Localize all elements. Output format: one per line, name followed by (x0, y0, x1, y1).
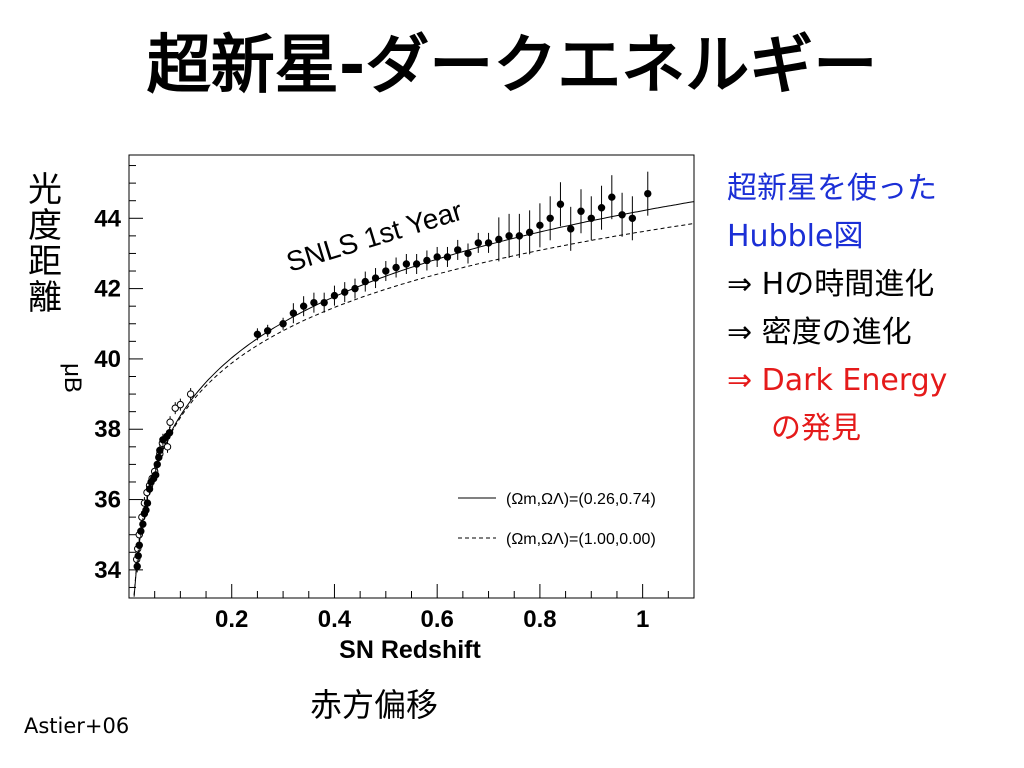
ylabel-char: 光 (28, 170, 62, 210)
data-point-filled (536, 221, 544, 230)
data-point-filled (135, 541, 143, 549)
ylabel-char: 度 (28, 206, 62, 246)
data-point-filled (289, 309, 298, 317)
data-point-filled (587, 214, 595, 222)
data-point-filled (556, 200, 565, 208)
data-point-open (186, 390, 195, 398)
data-point-filled (577, 207, 585, 215)
data-point-filled (474, 239, 482, 247)
y-axis-title: μB (60, 363, 86, 393)
data-point-filled (392, 263, 400, 272)
x-tick-label: 0.4 (318, 606, 352, 633)
legend-label: (Ωm,ΩΛ)=(1.00,0.00) (506, 531, 656, 548)
x-tick-label: 1 (636, 606, 649, 633)
y-tick-label: 34 (94, 557, 121, 584)
data-point-filled (597, 204, 606, 212)
data-point-filled (341, 288, 349, 296)
note-line: ⇒ 密度の進化 (727, 315, 912, 350)
y-tick-label: 42 (94, 276, 121, 303)
data-point-filled (133, 562, 141, 571)
data-point-filled (484, 239, 493, 247)
note-line: の発見 (771, 411, 861, 446)
data-point-open (163, 443, 172, 451)
data-point-filled (618, 211, 626, 219)
x-tick-label: 0.2 (215, 606, 248, 633)
ylabel-char: 距 (28, 242, 62, 282)
data-point-filled (165, 429, 174, 437)
chart-title: SNLS 1st Year (283, 195, 466, 278)
data-point-filled (505, 232, 513, 240)
data-point-filled (608, 193, 616, 201)
note-line: ⇒ Hの時間進化 (727, 267, 935, 302)
legend-label: (Ωm,ΩΛ)=(0.26,0.74) (506, 491, 656, 508)
data-point-filled (382, 267, 390, 275)
data-point-filled (443, 253, 452, 261)
data-point-filled (330, 291, 339, 300)
data-point-open (171, 404, 179, 412)
y-axis-label-japanese: 光 度 距 離 (28, 172, 62, 316)
data-point-filled (371, 274, 380, 282)
slide-title: 超新星-ダークエネルギー (146, 29, 878, 103)
legend: (Ωm,ΩΛ)=(0.26,0.74) (Ωm,ΩΛ)=(1.00,0.00) (458, 491, 656, 548)
data-point-filled (279, 320, 287, 328)
note-line: ⇒ Dark Energy (727, 363, 948, 398)
y-tick-label: 36 (94, 487, 121, 514)
data-point-filled (412, 260, 421, 268)
data-point-filled (351, 284, 359, 293)
data-point-open (176, 400, 185, 409)
data-point-filled (152, 471, 160, 479)
y-tick-label: 38 (94, 416, 121, 443)
data-point-filled (567, 225, 575, 233)
data-point-filled (310, 298, 318, 307)
data-point-filled (525, 228, 534, 237)
x-tick-label: 0.8 (523, 606, 556, 633)
data-point-filled (134, 552, 142, 560)
data-point-filled (320, 298, 328, 307)
ylabel-char: 離 (28, 278, 62, 318)
data-point-filled (402, 260, 411, 268)
note-line: Hubble図 (727, 219, 864, 254)
data-point-filled (263, 327, 272, 335)
x-tick-label: 0.6 (420, 606, 453, 633)
hubble-diagram: 0.2 0.4 0.6 0.8 1 34 36 38 40 42 44 SNLS 1st Year … (59, 150, 710, 670)
x-axis-title: SN Redshift (339, 636, 481, 664)
x-axis-label-japanese: 赤方偏移 (310, 686, 439, 724)
data-point-filled (495, 235, 503, 244)
data-point-filled (361, 277, 369, 286)
data-point-filled (153, 460, 161, 469)
data-point-filled (299, 302, 308, 310)
data-point-filled (253, 330, 262, 339)
data-point-filled (515, 232, 524, 240)
data-point-filled (454, 246, 462, 254)
data-point-open (166, 418, 174, 426)
data-point-filled (145, 485, 154, 493)
data-point-filled (644, 189, 652, 198)
data-point-filled (433, 253, 441, 261)
notes: 超新星を使った Hubble図 ⇒ Hの時間進化 ⇒ 密度の進化 ⇒ Dark … (727, 165, 947, 453)
y-tick-label: 40 (94, 346, 121, 373)
data-point-filled (142, 506, 150, 514)
data-point-filled (628, 214, 637, 222)
data-point-filled (139, 520, 147, 528)
source-credit: Astier+06 (24, 714, 130, 738)
data-point-filled (546, 214, 554, 222)
data-point-filled (464, 249, 472, 258)
curve-dashed (133, 223, 695, 596)
y-tick-label: 44 (94, 205, 121, 232)
data-point-filled (423, 256, 431, 265)
note-line: 超新星を使った (727, 171, 937, 206)
data-point-filled (143, 499, 152, 507)
data-point-filled (156, 446, 164, 455)
data-point-filled (155, 453, 163, 462)
